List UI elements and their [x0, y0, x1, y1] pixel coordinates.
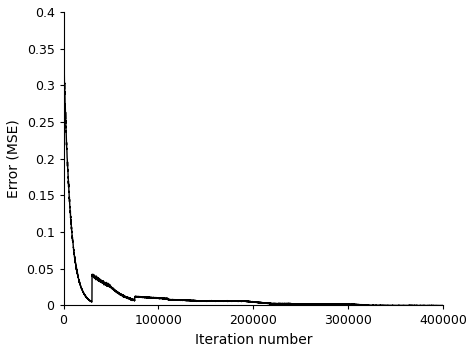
Y-axis label: Error (MSE): Error (MSE)	[7, 119, 21, 198]
X-axis label: Iteration number: Iteration number	[194, 333, 312, 347]
